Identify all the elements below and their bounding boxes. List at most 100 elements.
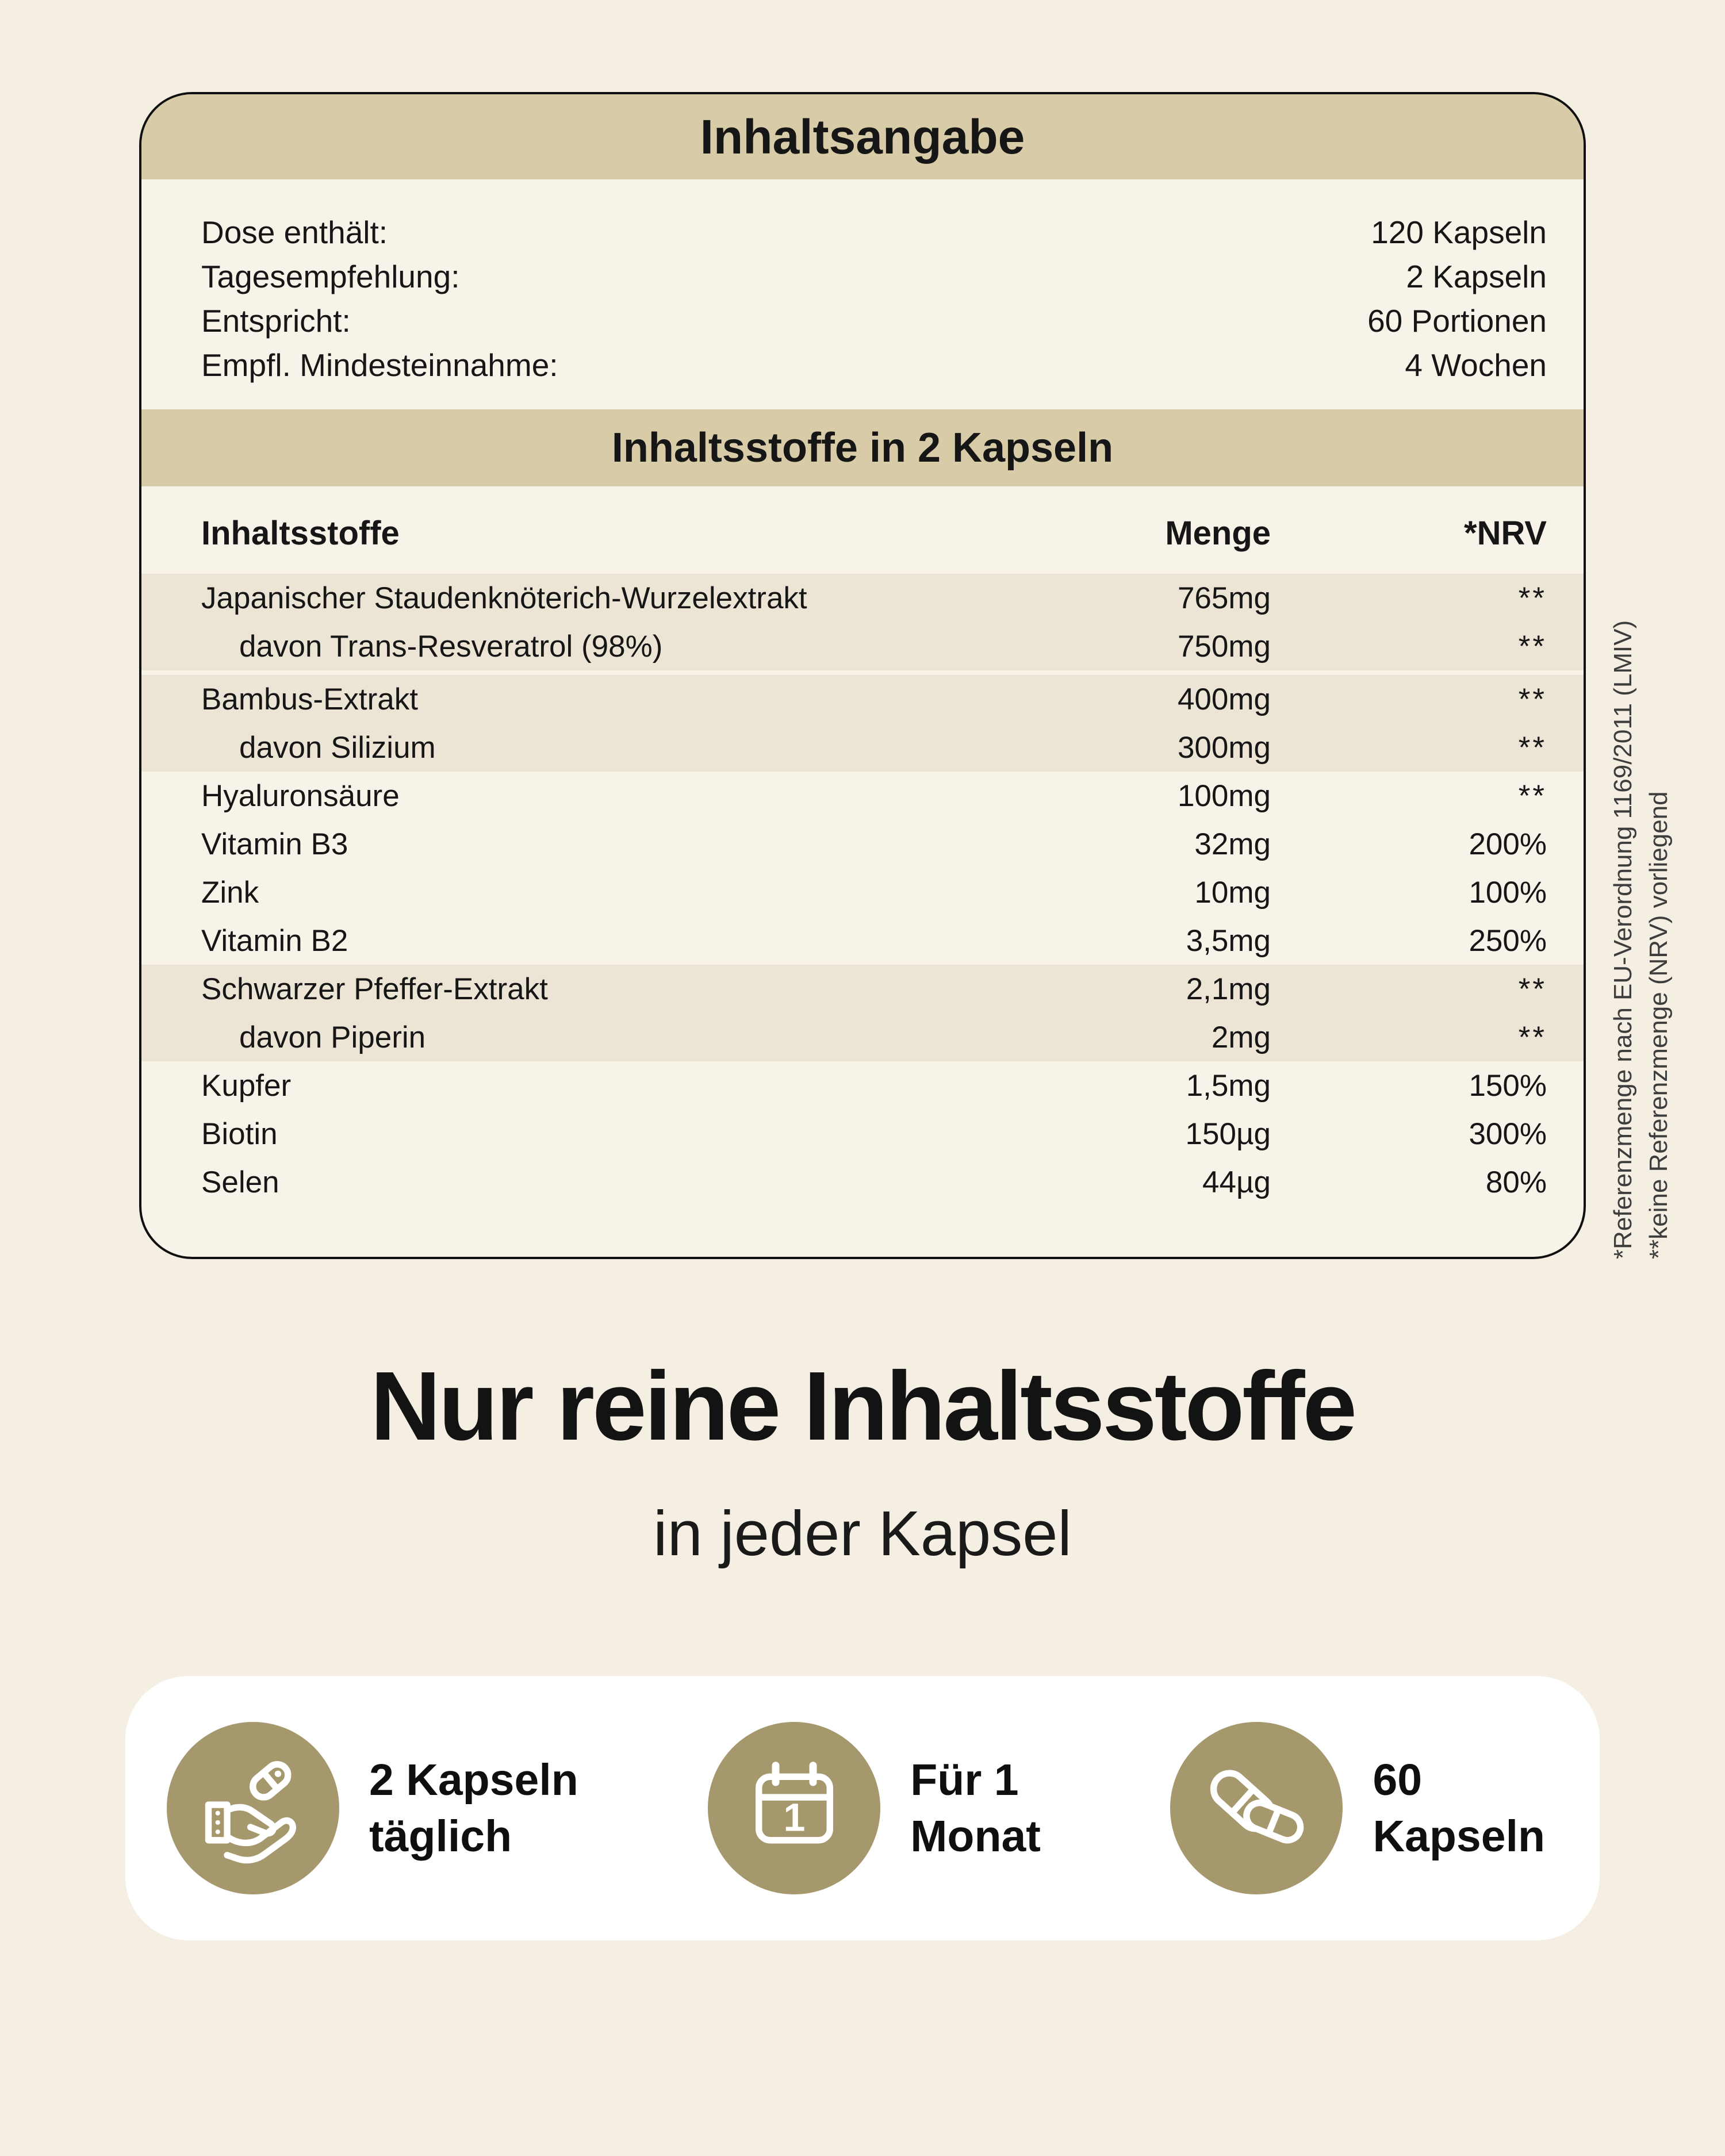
info-row: Empfl. Mindesteinnahme: 4 Wochen: [201, 343, 1547, 388]
dose-info-section: Dose enthält: 120 Kapseln Tagesempfehlun…: [141, 179, 1584, 404]
table-row: Kupfer 1,5mg 150%: [201, 1061, 1547, 1110]
calendar-icon: 1: [755, 1761, 833, 1843]
ingredient-amount: 1,5mg: [1186, 1068, 1271, 1103]
ingredient-amount: 3,5mg: [1186, 923, 1271, 958]
table-row: Bambus-Extrakt 400mg **: [201, 675, 1547, 723]
benefit-icon-circle: [167, 1722, 339, 1894]
ingredient-nrv: **: [1518, 1020, 1547, 1054]
ingredient-name: davon Piperin: [239, 1020, 426, 1054]
footnotes-rotated: *Referenzmenge nach EU-Verordnung 1169/2…: [1605, 620, 1677, 1259]
ingredient-nrv: 300%: [1469, 1117, 1547, 1151]
ingredient-amount: 44µg: [1202, 1165, 1271, 1199]
info-value: 60 Portionen: [1367, 303, 1547, 339]
ingredient-nrv: **: [1518, 629, 1547, 663]
ingredient-nrv: **: [1518, 972, 1547, 1006]
table-row: davon Silizium 300mg **: [201, 723, 1547, 772]
ingredients-panel: Inhaltsangabe Dose enthält: 120 Kapseln …: [139, 92, 1586, 1259]
ingredient-nrv: 250%: [1469, 923, 1547, 958]
benefit-label-line1: 2 Kapseln: [369, 1755, 578, 1805]
ingredient-nrv: 80%: [1485, 1165, 1547, 1199]
ingredient-name: Selen: [201, 1165, 279, 1199]
ingredient-amount: 750mg: [1177, 629, 1271, 663]
ingredient-name: Hyaluronsäure: [201, 778, 400, 813]
ingredient-name: Vitamin B3: [201, 827, 348, 861]
ingredient-amount: 32mg: [1194, 827, 1271, 861]
info-row: Dose enthält: 120 Kapseln: [201, 210, 1547, 255]
ingredient-amount: 300mg: [1177, 730, 1271, 765]
ingredient-nrv: **: [1518, 778, 1547, 813]
calendar-number: 1: [783, 1796, 805, 1839]
benefit-label-line2: täglich: [369, 1812, 512, 1861]
table-group: Kupfer 1,5mg 150% Biotin 150µg 300% Sele…: [141, 1061, 1584, 1206]
header-ingredient: Inhaltsstoffe: [201, 514, 400, 552]
panel-title: Inhaltsangabe: [700, 109, 1025, 164]
ingredient-amount: 765mg: [1177, 581, 1271, 615]
subtable-title: Inhaltsstoffe in 2 Kapseln: [611, 425, 1114, 471]
ingredient-name: davon Trans-Resveratrol (98%): [239, 629, 663, 663]
info-row: Tagesempfehlung: 2 Kapseln: [201, 255, 1547, 299]
ingredient-name: davon Silizium: [239, 730, 436, 765]
ingredient-nrv: **: [1518, 581, 1547, 615]
benefit-item-duration: 1 Für 1 Monat: [708, 1722, 1041, 1894]
benefit-label: Für 1 Monat: [910, 1752, 1041, 1865]
hand-capsule-icon: [205, 1760, 296, 1863]
table-row: davon Piperin 2mg **: [201, 1013, 1547, 1061]
footnote-line: *Referenzmenge nach EU-Verordnung 1169/2…: [1609, 620, 1637, 1259]
header-amount: Menge: [1165, 514, 1271, 552]
info-label: Entspricht:: [201, 303, 351, 339]
info-row: Entspricht: 60 Portionen: [201, 299, 1547, 343]
ingredient-nrv: **: [1518, 730, 1547, 765]
benefit-item-dosage: 2 Kapseln täglich: [167, 1722, 578, 1894]
benefit-label-line1: Für 1: [910, 1755, 1019, 1805]
footnote-line: **keine Referenzmenge (NRV) vorliegend: [1644, 791, 1673, 1259]
ingredient-amount: 100mg: [1177, 778, 1271, 813]
benefit-icon-circle: 1: [708, 1722, 881, 1894]
table-header: Inhaltsstoffe Menge *NRV: [141, 486, 1584, 574]
ingredient-amount: 150µg: [1185, 1117, 1271, 1151]
benefit-label-line1: 60: [1373, 1755, 1423, 1805]
info-label: Tagesempfehlung:: [201, 259, 460, 294]
ingredient-nrv: 100%: [1469, 875, 1547, 910]
ingredient-name: Vitamin B2: [201, 923, 348, 958]
table-group: Bambus-Extrakt 400mg ** davon Silizium 3…: [141, 675, 1584, 772]
info-label: Empfl. Mindesteinnahme:: [201, 347, 558, 383]
ingredient-name: Schwarzer Pfeffer-Extrakt: [201, 972, 548, 1006]
benefit-label-line2: Kapseln: [1373, 1812, 1545, 1861]
ingredient-nrv: **: [1518, 682, 1547, 716]
table-row: Vitamin B3 32mg 200%: [201, 820, 1547, 868]
benefit-label-line2: Monat: [910, 1812, 1041, 1861]
table-row: Biotin 150µg 300%: [201, 1110, 1547, 1158]
info-value: 120 Kapseln: [1371, 214, 1547, 250]
ingredient-amount: 2,1mg: [1186, 972, 1271, 1006]
ingredient-name: Kupfer: [201, 1068, 292, 1103]
table-row: Japanischer Staudenknöterich-Wurzelextra…: [201, 574, 1547, 622]
benefit-item-count: 60 Kapseln: [1170, 1722, 1545, 1894]
table-group: Japanischer Staudenknöterich-Wurzelextra…: [141, 574, 1584, 670]
table-row: Zink 10mg 100%: [201, 868, 1547, 916]
ingredient-name: Biotin: [201, 1117, 278, 1151]
subtable-band: Inhaltsstoffe in 2 Kapseln: [141, 409, 1584, 486]
subheadline: in jeder Kapsel: [653, 1498, 1072, 1569]
header-nrv: *NRV: [1464, 514, 1547, 552]
ingredient-nrv: 200%: [1469, 827, 1547, 861]
benefit-icon-circle: [1170, 1722, 1343, 1894]
headline: Nur reine Inhaltsstoffe: [370, 1352, 1357, 1461]
table-group: Schwarzer Pfeffer-Extrakt 2,1mg ** davon…: [141, 965, 1584, 1061]
ingredient-name: Zink: [201, 875, 259, 910]
capsules-icon: [1210, 1770, 1304, 1843]
ingredient-amount: 10mg: [1194, 875, 1271, 910]
ingredient-name: Bambus-Extrakt: [201, 682, 419, 716]
table-row: davon Trans-Resveratrol (98%) 750mg **: [201, 622, 1547, 670]
ingredient-nrv: 150%: [1469, 1068, 1547, 1103]
ingredient-amount: 2mg: [1211, 1020, 1271, 1054]
table-row: Schwarzer Pfeffer-Extrakt 2,1mg **: [201, 965, 1547, 1013]
panel-header-band: Inhaltsangabe: [141, 94, 1584, 179]
table-row: Hyaluronsäure 100mg **: [201, 772, 1547, 820]
info-value: 4 Wochen: [1405, 347, 1547, 383]
table-row: Selen 44µg 80%: [201, 1158, 1547, 1206]
benefit-label: 60 Kapseln: [1373, 1752, 1545, 1865]
benefits-card: 2 Kapseln täglich 1 Für 1 Monat: [125, 1676, 1600, 1940]
info-value: 2 Kapseln: [1406, 259, 1547, 294]
benefit-label: 2 Kapseln täglich: [369, 1752, 578, 1865]
info-label: Dose enthält:: [201, 214, 388, 250]
